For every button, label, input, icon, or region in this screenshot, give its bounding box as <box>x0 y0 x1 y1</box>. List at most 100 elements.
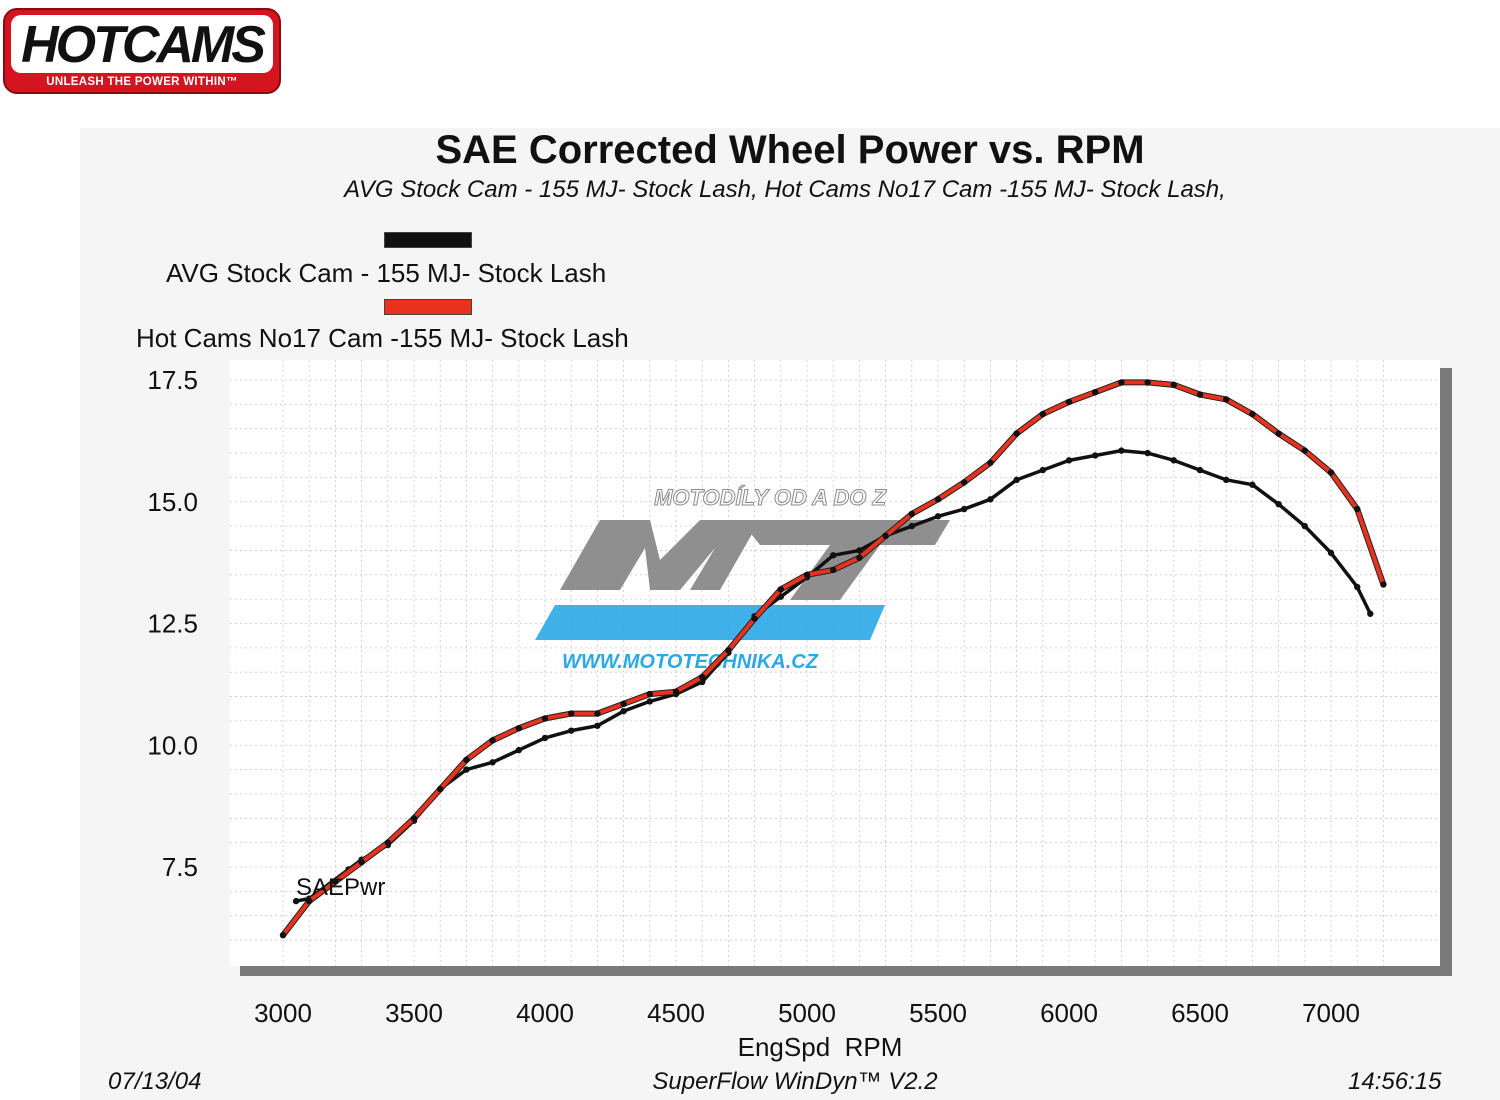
data-point <box>463 766 470 773</box>
data-point <box>594 722 601 729</box>
series-hotcams <box>279 379 1387 939</box>
data-point <box>541 734 549 742</box>
y-tick-label: 15.0 <box>147 487 198 517</box>
chart-title: SAE Corrected Wheel Power vs. RPM <box>435 128 1145 172</box>
data-point <box>1367 610 1374 617</box>
x-tick-label: 6000 <box>1040 998 1098 1028</box>
data-point <box>1170 381 1178 389</box>
watermark: MOTODÍLY OD A DO Z WWW.MOTOTECHNIKA.CZ <box>535 485 950 673</box>
x-tick-label: 5500 <box>909 998 967 1028</box>
logo-badge: HOTCAMS <box>11 15 273 73</box>
watermark-mark-blue <box>535 605 885 640</box>
data-point <box>489 759 496 766</box>
data-point <box>699 673 706 681</box>
data-point <box>515 725 522 732</box>
x-tick-label: 6500 <box>1171 998 1229 1028</box>
legend-swatch-stock <box>384 232 472 248</box>
data-point <box>1092 452 1099 459</box>
data-point <box>489 737 496 744</box>
y-tick-label: 17.5 <box>147 365 198 395</box>
data-point <box>830 566 837 574</box>
series-group <box>279 379 1387 939</box>
data-point <box>463 756 470 764</box>
x-tick-label: 7000 <box>1302 998 1360 1028</box>
data-point <box>908 510 915 518</box>
data-point <box>646 698 653 705</box>
x-tick-label: 4500 <box>647 998 705 1028</box>
data-point <box>1039 466 1047 474</box>
watermark-url: WWW.MOTOTECHNIKA.CZ <box>562 651 819 673</box>
data-point <box>594 710 601 717</box>
x-tick-label: 3500 <box>385 998 443 1028</box>
data-point <box>646 690 653 698</box>
data-point <box>1196 466 1204 474</box>
data-point <box>1144 449 1151 457</box>
data-point <box>1065 457 1073 464</box>
y-tick-label: 12.5 <box>147 609 198 639</box>
data-point <box>856 547 863 554</box>
data-point <box>934 496 942 503</box>
data-point <box>908 522 915 530</box>
data-point <box>672 688 680 695</box>
x-tick-label: 5000 <box>778 998 836 1028</box>
data-point <box>751 615 758 622</box>
data-point <box>358 858 365 866</box>
data-point <box>1327 469 1335 476</box>
data-point <box>1380 581 1387 588</box>
data-point <box>437 785 444 793</box>
data-point <box>1170 457 1178 464</box>
data-point <box>1092 388 1099 396</box>
data-point <box>1196 391 1204 398</box>
data-point <box>1118 379 1125 386</box>
data-point <box>1327 549 1335 557</box>
data-point <box>1065 398 1073 406</box>
data-point <box>515 746 522 754</box>
data-point <box>1118 447 1125 454</box>
footer-time: 14:56:15 <box>1348 1068 1442 1095</box>
data-point <box>1354 583 1361 591</box>
data-point <box>1301 447 1309 454</box>
legend-swatch-hotcams <box>384 299 472 315</box>
data-point <box>882 532 889 540</box>
data-point <box>803 571 811 578</box>
data-point <box>987 496 994 503</box>
data-point <box>777 586 784 593</box>
data-point <box>568 727 575 734</box>
data-point <box>1144 379 1151 386</box>
data-point <box>1223 396 1230 403</box>
data-point <box>410 815 418 822</box>
data-point <box>856 554 863 561</box>
hotcams-logo: HOTCAMS UNLEASH THE POWER WITHIN™ <box>3 8 281 94</box>
data-point <box>830 552 837 559</box>
data-point <box>934 513 942 520</box>
data-point <box>961 479 968 486</box>
data-point <box>1354 505 1361 513</box>
y-tick-label: 10.0 <box>147 730 198 760</box>
watermark-mark-grey <box>560 520 760 590</box>
x-tick-label: 3000 <box>254 998 312 1028</box>
data-point <box>1275 500 1282 508</box>
y-tick-label: 7.5 <box>162 852 198 882</box>
series-annotation: SAEPwr <box>296 874 385 901</box>
data-point <box>568 710 575 717</box>
data-point <box>961 505 968 513</box>
data-point <box>620 700 627 708</box>
data-point <box>1013 430 1020 437</box>
chart-subtitle: AVG Stock Cam - 155 MJ- Stock Lash, Hot … <box>344 176 1226 203</box>
data-point <box>306 897 313 905</box>
data-point <box>987 459 994 466</box>
data-point <box>1013 476 1020 484</box>
logo-tagline: UNLEASH THE POWER WITHIN™ <box>46 76 238 88</box>
footer-date: 07/13/04 <box>108 1068 202 1095</box>
data-point <box>620 707 627 715</box>
data-point <box>541 715 549 722</box>
logo-brand-text: HOTCAMS <box>21 16 266 74</box>
data-point <box>384 839 391 846</box>
x-tick-label: 4000 <box>516 998 574 1028</box>
watermark-t-grey <box>740 520 950 600</box>
legend-label-stock: AVG Stock Cam - 155 MJ- Stock Lash <box>166 258 607 288</box>
footer-software: SuperFlow WinDyn™ V2.2 <box>652 1068 938 1095</box>
data-point <box>1039 410 1047 418</box>
data-point <box>1223 476 1230 484</box>
